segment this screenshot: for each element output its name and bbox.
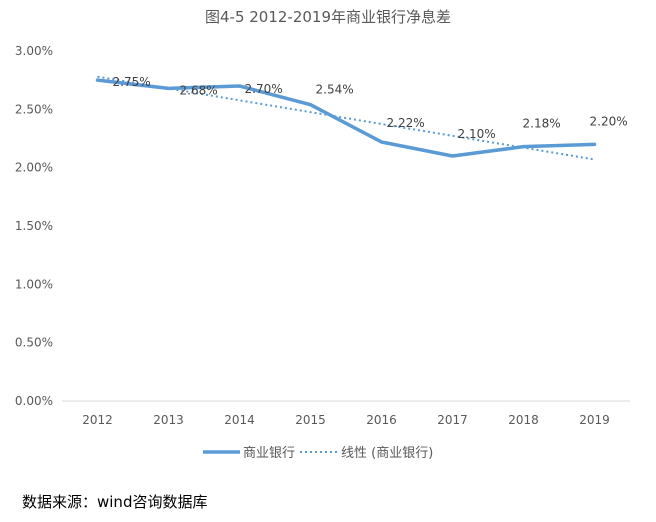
data-label: 2.68% [180, 83, 218, 97]
x-tick-label: 2016 [366, 413, 397, 427]
trend-series [97, 75, 595, 161]
y-tick-label: 1.50% [15, 219, 53, 233]
x-tick-label: 2017 [437, 413, 468, 427]
x-tick-label: 2018 [508, 413, 539, 427]
y-tick-label: 3.00% [15, 44, 53, 58]
source-note: 数据来源：wind咨询数据库 [22, 493, 208, 511]
y-tick-label: 0.50% [15, 336, 53, 350]
data-label: 2.70% [245, 82, 283, 96]
data-label: 2.20% [590, 114, 628, 128]
legend-label: 线性 (商业银行) [341, 446, 433, 461]
x-axis: 2012 2013 2014 2015 2016 2017 2018 2019 [82, 413, 610, 427]
legend-label: 商业银行 [243, 446, 295, 461]
y-tick-label: 2.50% [15, 102, 53, 116]
y-tick-label: 2.00% [15, 161, 53, 175]
series-line [95, 78, 597, 158]
chart-title: 图4-5 2012-2019年商业银行净息差 [205, 8, 451, 26]
legend: 商业银行 线性 (商业银行) [203, 446, 433, 461]
series-line-path [95, 78, 597, 158]
y-tick-label: 0.00% [15, 394, 53, 408]
data-labels: 2.75% 2.68% 2.70% 2.54% 2.22% 2.10% 2.18% 2.20% [113, 75, 628, 141]
data-label: 2.54% [316, 83, 354, 97]
x-tick-label: 2012 [82, 413, 113, 427]
data-label: 2.75% [113, 75, 151, 89]
data-label: 2.10% [458, 127, 496, 141]
trend-line [97, 75, 595, 161]
data-label: 2.22% [387, 116, 425, 130]
y-tick-label: 1.00% [15, 277, 53, 291]
y-axis: 0.00% 0.50% 1.00% 1.50% 2.00% 2.50% 3.00% [15, 44, 53, 408]
x-tick-label: 2019 [579, 413, 610, 427]
x-tick-label: 2014 [224, 413, 255, 427]
data-label: 2.18% [523, 117, 561, 131]
x-tick-label: 2015 [295, 413, 326, 427]
x-tick-label: 2013 [153, 413, 184, 427]
